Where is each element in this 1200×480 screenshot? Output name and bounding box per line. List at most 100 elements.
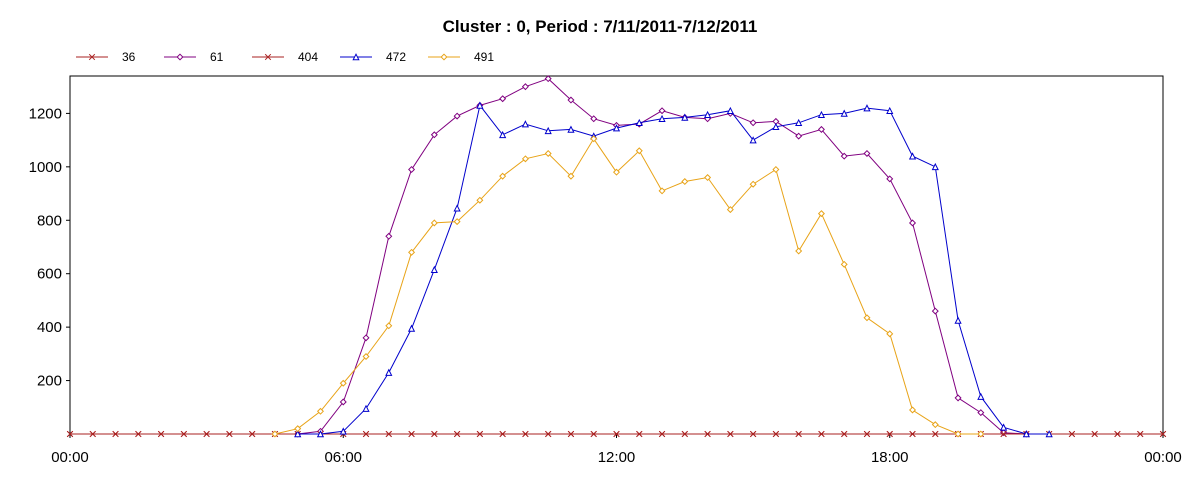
data-point (977, 409, 985, 417)
data-point (749, 430, 757, 438)
data-point (1000, 430, 1007, 438)
data-point (932, 430, 939, 438)
legend-entry: 61 (164, 50, 224, 64)
data-point (407, 324, 416, 332)
data-point (590, 430, 597, 438)
data-point (567, 172, 575, 180)
data-point (590, 115, 598, 123)
y-tick-label: 200 (37, 373, 62, 390)
data-point (658, 107, 666, 115)
x-tick-label: 18:00 (871, 449, 909, 466)
x-tick-label: 00:00 (51, 449, 89, 466)
data-point (157, 430, 165, 438)
data-point (339, 427, 347, 435)
series-line (297, 104, 1050, 435)
data-point (249, 430, 256, 438)
legend-label: 36 (122, 50, 136, 64)
data-point (203, 430, 210, 438)
data-point (909, 406, 917, 414)
data-point (658, 114, 666, 123)
data-point (294, 425, 302, 433)
data-point (818, 430, 825, 438)
data-point (430, 265, 438, 273)
series-61 (294, 75, 1030, 438)
data-point (544, 75, 552, 83)
data-point (476, 101, 484, 109)
data-point (931, 421, 939, 429)
data-point (749, 136, 757, 144)
y-tick-label: 1000 (29, 159, 62, 176)
data-point (362, 334, 370, 342)
data-point (499, 430, 506, 438)
data-point (704, 430, 711, 438)
series-line (274, 137, 981, 435)
legend-label: 472 (386, 50, 406, 64)
data-point (931, 162, 939, 171)
tick-labels: 00:00 06:00 12:00 18:00 00:00 200 400 600 800 100… (29, 105, 1182, 466)
data-point (817, 210, 825, 218)
data-point (408, 165, 416, 174)
data-point (431, 430, 438, 438)
data-point (612, 168, 621, 176)
data-point (385, 232, 393, 240)
data-point (954, 430, 962, 438)
data-point (430, 219, 438, 227)
data-point (977, 392, 985, 400)
data-point (521, 120, 530, 128)
legend-marker (352, 53, 360, 61)
data-point (795, 132, 803, 140)
data-point (430, 131, 438, 139)
y-tick-label: 800 (37, 212, 62, 229)
data-point (521, 83, 529, 91)
data-point (522, 430, 529, 438)
chart-title: Cluster : 0, Period : 7/11/2011-7/12/201… (443, 17, 758, 36)
y-tick-label: 600 (37, 266, 62, 283)
data-point (795, 118, 803, 127)
data-point (499, 95, 507, 103)
data-point (863, 104, 871, 112)
data-point (1114, 430, 1121, 438)
data-point (658, 430, 666, 438)
x-tick-label: 06:00 (324, 449, 362, 466)
data-point (636, 430, 643, 438)
data-point (339, 379, 347, 387)
data-point (521, 155, 529, 163)
data-point (362, 353, 370, 361)
legend-label: 61 (210, 50, 224, 64)
data-point (954, 394, 962, 402)
legend-entry: 472 (340, 50, 406, 64)
y-tick-label: 400 (37, 319, 62, 336)
data-point (385, 322, 393, 330)
data-point (408, 248, 416, 256)
data-point (817, 125, 825, 133)
data-point (89, 430, 96, 438)
series-491 (271, 135, 985, 438)
legend-marker (88, 53, 96, 61)
data-point (544, 126, 552, 135)
x-tick-label: 00:00 (1144, 449, 1182, 466)
data-point (795, 247, 803, 255)
series-group (66, 75, 1167, 438)
legend: 36 61 404 472 491 (76, 50, 494, 64)
data-point (726, 206, 734, 214)
data-point (612, 124, 621, 132)
data-point (590, 135, 598, 143)
data-point (453, 112, 461, 120)
data-point (1137, 430, 1144, 438)
plot-frame (69, 75, 1164, 435)
legend-label: 404 (298, 50, 318, 64)
data-point (954, 316, 962, 324)
data-point (567, 125, 575, 133)
x-tick-label: 12:00 (598, 449, 636, 466)
data-point (316, 430, 325, 438)
data-point (635, 147, 643, 155)
data-point (908, 152, 917, 160)
data-point (112, 430, 119, 438)
data-point (817, 110, 826, 119)
data-point (271, 430, 279, 438)
data-point (886, 330, 894, 338)
data-point (453, 204, 461, 212)
data-point (977, 430, 985, 438)
data-point (999, 423, 1008, 431)
